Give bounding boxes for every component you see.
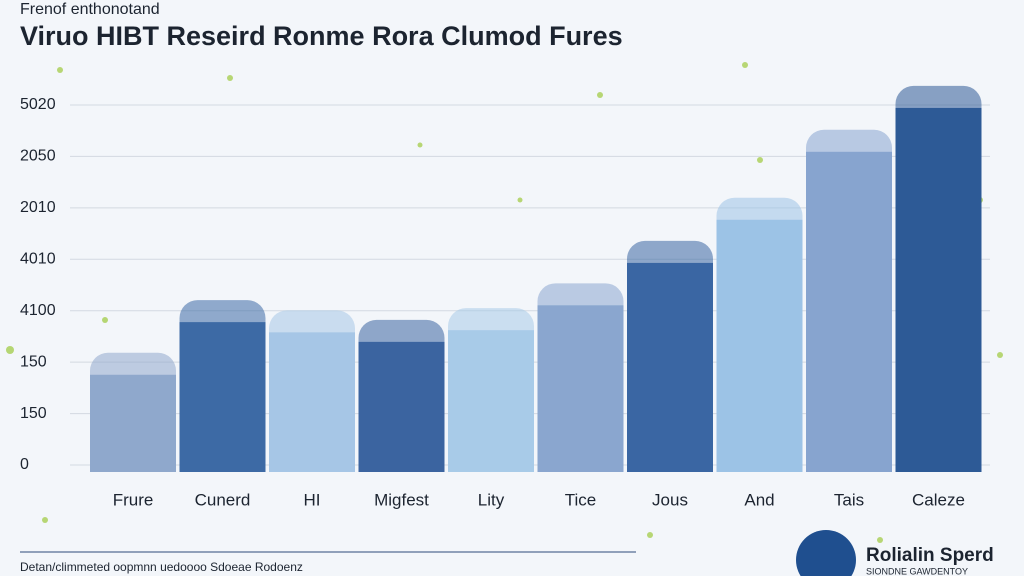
y-axis-label: 0	[20, 456, 29, 473]
bar	[716, 219, 803, 472]
bar	[448, 330, 534, 472]
x-tick-label: HI	[304, 490, 321, 509]
logo-icon	[796, 530, 856, 576]
bar	[179, 322, 266, 472]
bar	[537, 305, 624, 472]
x-tick-label: Tais	[834, 490, 864, 509]
bar	[269, 332, 355, 472]
x-tick-label: Caleze	[912, 490, 965, 509]
bar	[627, 262, 713, 472]
y-axis-label: 4010	[20, 251, 56, 268]
x-tick-label: And	[744, 490, 774, 509]
y-axis-label: 2010	[20, 199, 56, 216]
y-axis-label: 150	[20, 353, 47, 370]
y-axis-label: 4100	[20, 302, 56, 319]
x-tick-label: Frure	[113, 490, 154, 509]
footnote: Detan/climmeted oopmnn uedoooo Sdoeae Ro…	[20, 560, 303, 574]
y-axis-label: 150	[20, 405, 47, 422]
bar	[806, 151, 892, 472]
logo-name: Rolialin Sperd	[866, 545, 994, 566]
y-axis-label: 2050	[20, 148, 56, 165]
logo-tagline: SIONDNE GAWDENTOY	[866, 566, 968, 576]
bar	[90, 374, 176, 472]
x-tick-label: Cunerd	[195, 490, 251, 509]
bar	[895, 107, 982, 472]
x-tick-label: Migfest	[374, 490, 429, 509]
chart-subtitle: Frenof enthonotand	[20, 1, 160, 18]
x-tick-label: Tice	[565, 490, 597, 509]
x-tick-label: Jous	[652, 490, 688, 509]
x-tick-label: Lity	[478, 490, 505, 509]
chart-title: Viruo HIBT Reseird Ronme Rora Clumod Fur…	[20, 21, 623, 51]
y-axis-label: 5020	[20, 96, 56, 113]
bar	[358, 341, 445, 472]
